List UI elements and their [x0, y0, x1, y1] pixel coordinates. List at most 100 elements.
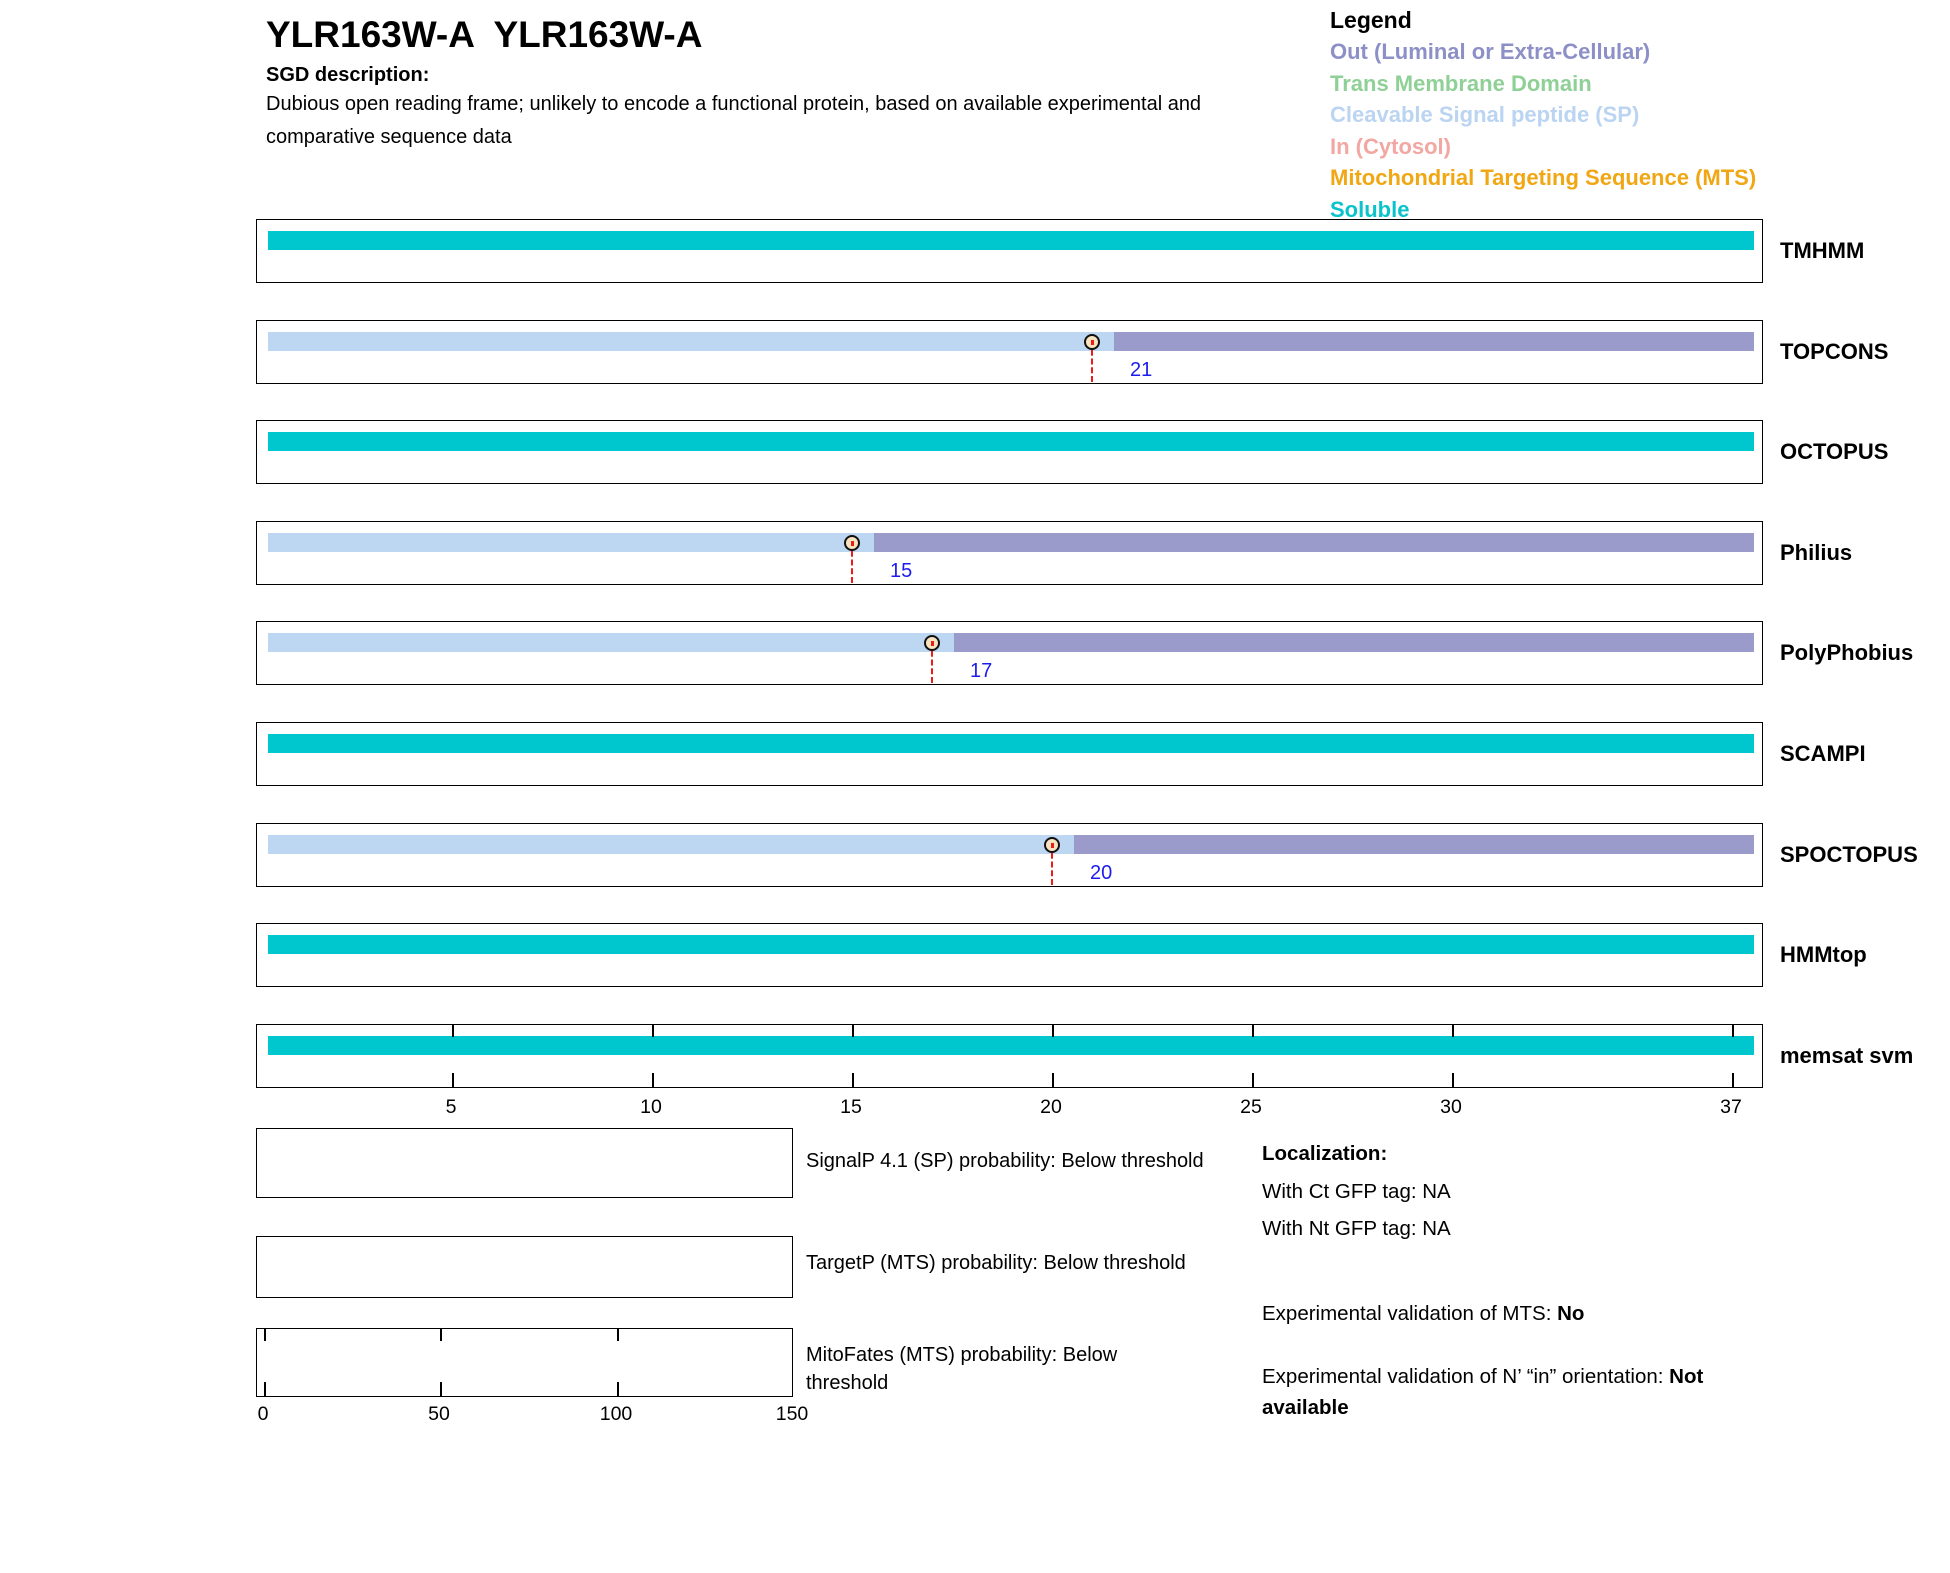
segment-signal_peptide	[268, 533, 874, 552]
segment-signal_peptide	[268, 332, 1114, 351]
sequence-axis-label: 15	[840, 1096, 862, 1118]
track-label-memsat-svm: memsat svm	[1780, 1043, 1914, 1068]
cleavage-site-line	[1051, 844, 1053, 885]
orientation-validation-line: Experimental validation of N’ “in” orien…	[1262, 1361, 1752, 1423]
segment-out	[1074, 835, 1754, 854]
axis-tick-bottom	[652, 1073, 654, 1087]
sgd-description: Dubious open reading frame; unlikely to …	[266, 88, 1201, 154]
axis-tick-top	[264, 1329, 266, 1341]
track-label-topcons: TOPCONS	[1780, 339, 1889, 364]
probability-axis-label: 150	[775, 1403, 809, 1425]
axis-tick-bottom	[852, 1073, 854, 1087]
axis-tick-top	[1732, 1025, 1734, 1037]
cleavage-site-line	[1091, 341, 1093, 382]
sequence-axis-label: 5	[445, 1096, 457, 1118]
legend-item-4: In (Cytosol)	[1330, 133, 1451, 159]
track-plot-box-topcons: 21	[256, 320, 1763, 384]
cleavage-site-line	[851, 542, 853, 583]
sequence-axis-label: 30	[1440, 1096, 1462, 1118]
axis-tick-bottom	[1052, 1073, 1054, 1087]
probability-plot-label-line: TargetP (MTS) probability: Below thresho…	[806, 1252, 1186, 1274]
axis-tick-bottom	[1732, 1073, 1734, 1087]
sequence-axis-label: 20	[1040, 1096, 1062, 1118]
probability-axis-label: 50	[428, 1403, 450, 1425]
page-title: YLR163W-A YLR163W-A	[266, 14, 703, 55]
axis-tick-top	[440, 1329, 442, 1341]
probability-plot-label-line: SignalP 4.1 (SP) probability: Below thre…	[806, 1150, 1204, 1172]
cleavage-site-marker-dash	[1051, 843, 1054, 848]
cleavage-site-position: 20	[1090, 862, 1113, 884]
legend-title: Legend	[1330, 7, 1412, 33]
track-row-polyphobius: 17 PolyPhobius	[256, 621, 1950, 685]
track-label-octopus: OCTOPUS	[1780, 439, 1889, 464]
axis-tick-bottom	[617, 1382, 619, 1396]
track-row-spoctopus: 20 SPOCTOPUS	[256, 823, 1950, 887]
segment-soluble	[268, 734, 1754, 753]
segment-soluble	[268, 1036, 1754, 1055]
track-label-polyphobius: PolyPhobius	[1780, 640, 1914, 665]
track-row-tmhmm: TMHMM	[256, 219, 1950, 283]
axis-tick-bottom	[1252, 1073, 1254, 1087]
sequence-axis-label: 25	[1240, 1096, 1262, 1118]
localization-heading: Localization:	[1262, 1142, 1388, 1165]
track-label-philius: Philius	[1780, 540, 1853, 565]
sequence-axis-label: 37	[1720, 1096, 1742, 1118]
segment-out	[954, 633, 1754, 652]
segment-soluble	[268, 432, 1754, 451]
axis-tick-top	[617, 1329, 619, 1341]
track-row-octopus: OCTOPUS	[256, 420, 1950, 484]
cleavage-site-position: 17	[970, 660, 993, 682]
axis-tick-bottom	[440, 1382, 442, 1396]
probability-plot-box-targetp	[256, 1236, 793, 1298]
track-row-philius: 15 Philius	[256, 521, 1950, 585]
legend-items: Out (Luminal or Extra-Cellular) Trans Mem…	[1330, 36, 1756, 225]
mts-validation-label: Experimental validation of MTS:	[1262, 1302, 1558, 1325]
probability-axis-label: 0	[257, 1403, 269, 1425]
legend-item-1: Out (Luminal or Extra-Cellular)	[1330, 39, 1651, 64]
nt-gfp-tag-line: With Nt GFP tag: NA	[1262, 1217, 1451, 1240]
axis-tick-bottom	[264, 1382, 266, 1396]
track-row-topcons: 21 TOPCONS	[256, 320, 1950, 384]
sgd-description-label: SGD description:	[266, 64, 430, 86]
sgd-description-line-1: Dubious open reading frame; unlikely to …	[266, 93, 1202, 115]
track-plot-box-polyphobius: 17	[256, 621, 1763, 685]
segment-signal_peptide	[268, 835, 1074, 854]
orientation-validation-value: Not available	[1262, 1365, 1704, 1419]
segment-out	[1114, 332, 1754, 351]
axis-tick-bottom	[1452, 1073, 1454, 1087]
axis-tick-bottom	[452, 1073, 454, 1087]
track-row-hmmtop: HMMtop	[256, 923, 1950, 987]
probability-plot-label-targetp: TargetP (MTS) probability: Below thresho…	[806, 1250, 1186, 1278]
legend-item-3: Cleavable Signal peptide (SP)	[1330, 102, 1640, 127]
sgd-description-line-2: comparative sequence data	[266, 126, 512, 148]
legend-item-2: Trans Membrane Domain	[1330, 70, 1592, 96]
sequence-axis-label: 10	[640, 1096, 662, 1118]
probability-plot-box-signalp	[256, 1128, 793, 1198]
track-row-scampi: SCAMPI	[256, 722, 1950, 786]
probability-plot-label-mitofates: MitoFates (MTS) probability: Below thresh…	[806, 1342, 1117, 1397]
cleavage-site-marker-dash	[851, 541, 854, 546]
track-plot-box-scampi	[256, 722, 1763, 786]
track-plot-box-philius: 15	[256, 521, 1763, 585]
track-label-spoctopus: SPOCTOPUS	[1780, 842, 1918, 867]
probability-plot-label-line: threshold	[806, 1371, 889, 1394]
track-plot-box-octopus	[256, 420, 1763, 484]
probability-axis-label: 100	[599, 1403, 633, 1425]
axis-tick-top	[1252, 1025, 1254, 1037]
track-label-tmhmm: TMHMM	[1780, 238, 1865, 263]
cleavage-site-marker-dash	[1091, 340, 1094, 345]
cleavage-site-line	[931, 642, 933, 683]
axis-tick-top	[452, 1025, 454, 1037]
orientation-validation-label: Experimental validation of N’ “in” orien…	[1262, 1365, 1670, 1388]
ct-gfp-tag-line: With Ct GFP tag: NA	[1262, 1180, 1451, 1203]
segment-soluble	[268, 231, 1754, 250]
track-label-hmmtop: HMMtop	[1780, 942, 1867, 967]
cleavage-site-marker-dash	[931, 641, 934, 646]
mts-validation-line: Experimental validation of MTS: No	[1262, 1302, 1584, 1326]
axis-tick-top	[1052, 1025, 1054, 1037]
track-plot-box-spoctopus: 20	[256, 823, 1763, 887]
probability-plot-label-line: MitoFates (MTS) probability: Below	[806, 1344, 1118, 1366]
legend-item-6: Soluble	[1330, 196, 1410, 222]
track-label-scampi: SCAMPI	[1780, 741, 1866, 766]
legend-item-5: Mitochondrial Targeting Sequence (MTS)	[1330, 165, 1757, 190]
